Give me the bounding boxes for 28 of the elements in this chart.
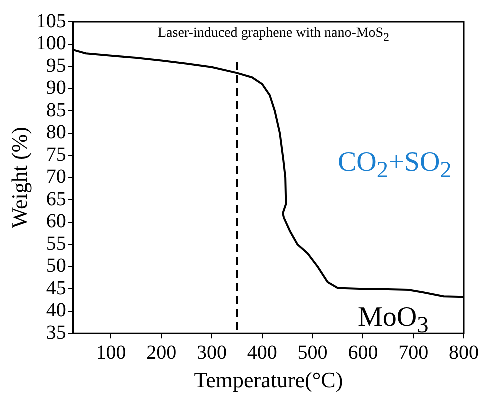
x-tick-label: 700	[398, 342, 429, 364]
y-tick-label: 90	[46, 77, 66, 100]
x-axis-title: Temperature(°C)	[194, 368, 344, 393]
x-tick-label: 500	[298, 342, 328, 364]
x-tick-label: 300	[197, 342, 227, 364]
x-tick-label: 800	[449, 342, 479, 364]
x-tick-label: 100	[96, 342, 126, 364]
y-tick-label: 95	[46, 54, 66, 77]
annotation: CO$_{2}$+SO$_{2}$	[338, 147, 452, 184]
y-tick-label: 60	[46, 210, 66, 233]
y-tick-label: 45	[46, 277, 66, 300]
annotation: MoO$_{3}$	[358, 302, 429, 340]
y-tick-label: 85	[46, 99, 66, 122]
annotation: Laser-induced graphene with nano-MoS$_{2}$	[158, 26, 390, 45]
y-tick-label: 105	[36, 10, 66, 32]
x-tick-label: 200	[146, 342, 177, 364]
y-tick-label: 50	[46, 255, 66, 278]
y-tick-label: 65	[46, 188, 66, 210]
y-tick-label: 100	[36, 32, 66, 55]
y-tick-label: 40	[46, 300, 66, 322]
y-axis-title: Weight (%)	[6, 127, 32, 229]
y-tick-label: 75	[46, 144, 66, 166]
x-tick-label: 600	[348, 342, 378, 364]
y-tick-label: 35	[46, 322, 66, 344]
y-tick-label: 80	[46, 122, 66, 144]
y-tick-label: 70	[46, 166, 66, 188]
y-tick-label: 55	[46, 232, 66, 255]
x-tick-label: 400	[247, 342, 278, 364]
